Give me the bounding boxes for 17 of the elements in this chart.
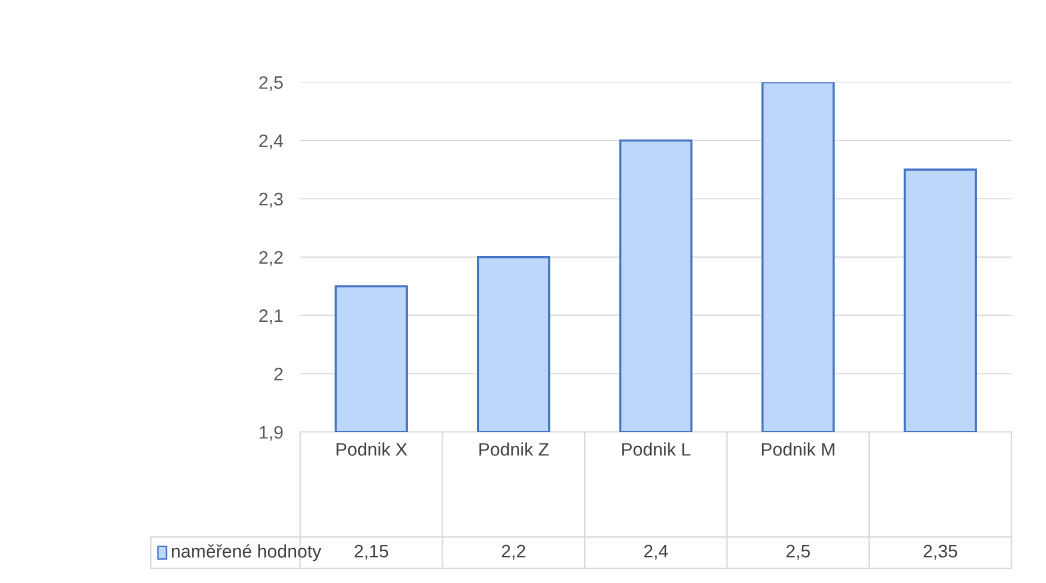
y-tick-label: 2 [274,367,283,381]
y-tick-label: 2,5 [259,76,283,92]
data-label: 2,2 [501,544,526,560]
y-tick-label: 2,2 [259,251,283,266]
data-label: 2,35 [923,544,958,560]
x-tick-label: Podnik M [761,442,835,456]
x-tick-label: Podnik X [336,442,408,456]
y-tick-label: 2,3 [259,192,283,208]
y-tick-label: 1,9 [259,425,283,441]
x-tick-label: Podnik L [622,442,691,456]
legend-label: naměřené hodnoty [171,544,322,562]
y-tick-label: 2,1 [259,309,283,325]
data-label: 2,15 [354,544,389,560]
data-label: 2,4 [644,544,668,560]
data-label: 2,5 [786,544,810,560]
y-tick-label: 2,4 [259,134,284,150]
x-tick-label: Podnik Z [479,442,549,456]
